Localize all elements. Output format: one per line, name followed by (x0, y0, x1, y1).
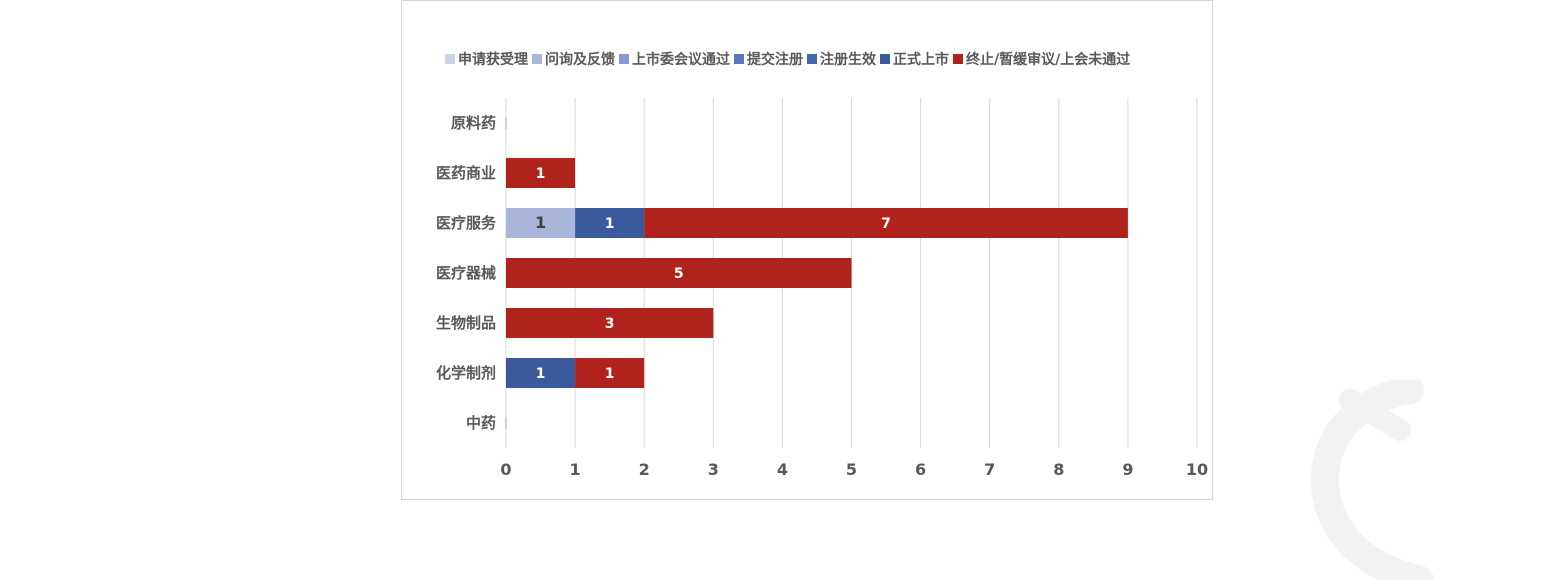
x-tick-label: 1 (570, 460, 581, 479)
category-label: 医疗器械 (436, 264, 496, 282)
x-tick-label: 3 (708, 460, 719, 479)
category-label: 医药商业 (436, 164, 496, 182)
legend-item: 申请获受理 (445, 49, 528, 69)
x-tick-label: 9 (1122, 460, 1133, 479)
data-label: 1 (536, 166, 546, 182)
legend-swatch (445, 54, 455, 64)
x-tick-label: 8 (1053, 460, 1064, 479)
legend-swatch (619, 54, 629, 64)
x-tick-label: 6 (915, 460, 926, 479)
legend-label: 注册生效 (820, 52, 876, 68)
legend-swatch (734, 54, 744, 64)
data-label: 7 (881, 216, 891, 232)
legend-label: 正式上市 (893, 52, 949, 68)
legend-item: 注册生效 (807, 49, 876, 69)
data-label: 1 (535, 213, 546, 232)
chart-legend: 申请获受理 问询及反馈 上市委会议通过 提交注册 注册生效 正式上市 终止/暂缓审议/上会未… (445, 46, 1130, 72)
legend-label: 申请获受理 (458, 52, 528, 68)
bar-segment (506, 158, 576, 188)
data-label: 3 (605, 316, 615, 332)
category-label: 化学制剂 (436, 364, 496, 382)
legend-swatch (953, 54, 963, 64)
x-tick-label: 5 (846, 460, 857, 479)
legend-swatch (880, 54, 890, 64)
x-tick-label: 2 (639, 460, 650, 479)
category-label: 生物制品 (436, 314, 496, 332)
category-label: 原料药 (451, 114, 496, 132)
watermark-logo (1310, 380, 1434, 580)
data-label: 1 (605, 216, 615, 232)
bar-segment (506, 358, 576, 388)
data-label: 1 (536, 366, 546, 382)
legend-swatch (807, 54, 817, 64)
legend-label: 问询及反馈 (545, 52, 615, 68)
chart-frame (401, 0, 1213, 500)
bar-segment (506, 258, 852, 288)
legend-item: 终止/暂缓审议/上会未通过 (953, 49, 1130, 69)
data-label: 1 (605, 366, 615, 382)
x-tick-label: 4 (777, 460, 788, 479)
bar-segment (506, 308, 714, 338)
category-label: 中药 (466, 414, 496, 432)
bar-segment (575, 358, 645, 388)
bar-segment (644, 208, 1128, 238)
legend-label: 终止/暂缓审议/上会未通过 (966, 52, 1131, 68)
legend-item: 上市委会议通过 (619, 49, 730, 69)
x-tick-label: 7 (984, 460, 995, 479)
legend-item: 提交注册 (734, 49, 803, 69)
category-label: 医疗服务 (436, 214, 497, 232)
data-label: 5 (674, 266, 684, 282)
bar-segment (506, 208, 576, 238)
legend-label: 上市委会议通过 (632, 52, 730, 68)
x-tick-label: 0 (500, 460, 511, 479)
legend-item: 正式上市 (880, 49, 949, 69)
legend-label: 提交注册 (747, 52, 803, 68)
x-tick-label: 10 (1186, 460, 1208, 479)
bar-segment (575, 208, 645, 238)
legend-item: 问询及反馈 (532, 49, 615, 69)
legend-swatch (532, 54, 542, 64)
